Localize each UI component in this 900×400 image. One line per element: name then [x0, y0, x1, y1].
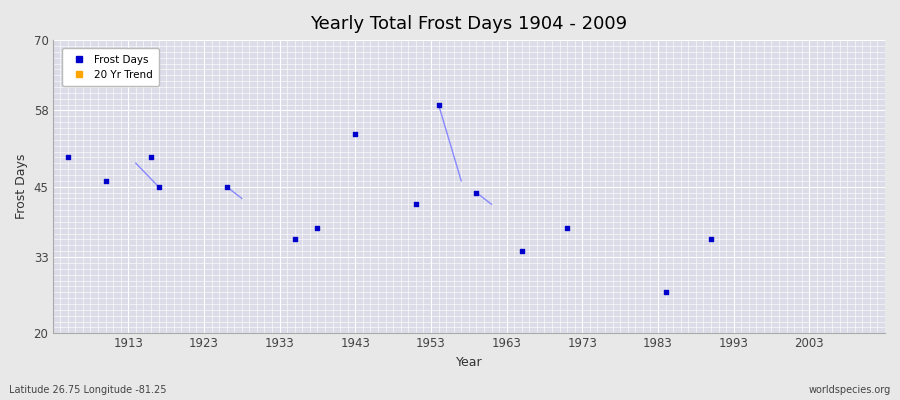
- Point: [515, 248, 529, 254]
- Point: [704, 236, 718, 243]
- Text: worldspecies.org: worldspecies.org: [809, 385, 891, 395]
- Point: [560, 224, 574, 231]
- Point: [469, 189, 483, 196]
- Point: [60, 154, 75, 160]
- Point: [220, 184, 234, 190]
- X-axis label: Year: Year: [455, 356, 482, 369]
- Point: [658, 289, 672, 296]
- Point: [310, 224, 325, 231]
- Point: [98, 178, 112, 184]
- Title: Yearly Total Frost Days 1904 - 2009: Yearly Total Frost Days 1904 - 2009: [310, 15, 627, 33]
- Point: [144, 154, 158, 160]
- Text: Latitude 26.75 Longitude -81.25: Latitude 26.75 Longitude -81.25: [9, 385, 166, 395]
- Point: [288, 236, 302, 243]
- Point: [151, 184, 166, 190]
- Point: [348, 131, 363, 137]
- Legend: Frost Days, 20 Yr Trend: Frost Days, 20 Yr Trend: [62, 48, 159, 86]
- Point: [431, 102, 446, 108]
- Y-axis label: Frost Days: Frost Days: [15, 154, 28, 219]
- Point: [409, 201, 423, 208]
